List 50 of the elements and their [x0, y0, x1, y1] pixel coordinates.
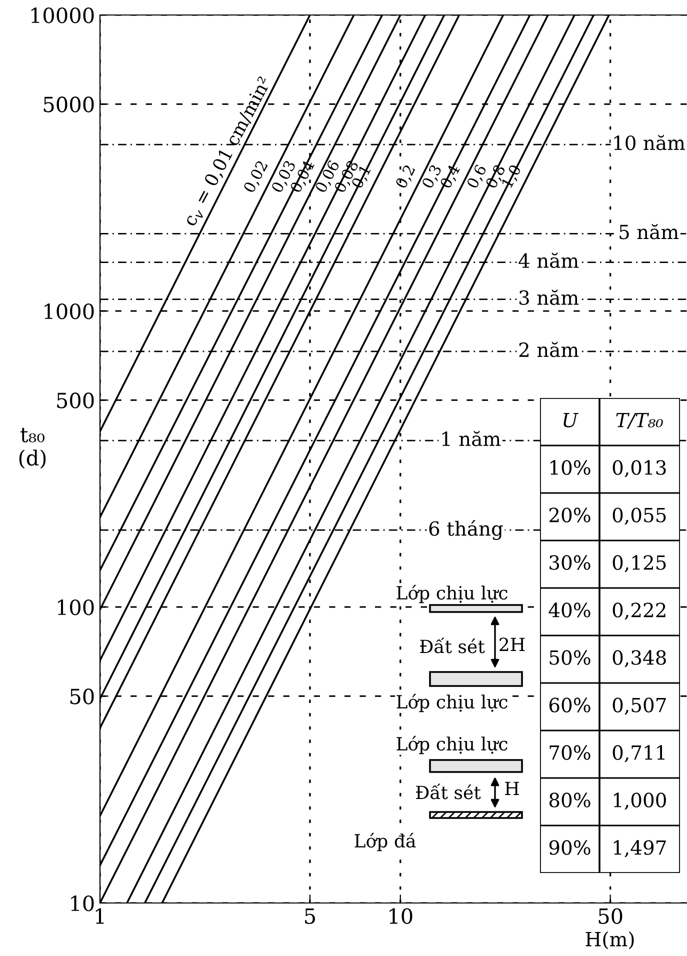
y-tick-label: 10	[71, 895, 94, 912]
annotation: 0,507	[612, 698, 666, 715]
ref-line-label: 2 năm	[519, 342, 579, 358]
y-tick-label: 1000	[44, 303, 94, 320]
ref-line-label: 10 năm	[614, 134, 685, 150]
y-tick-label: 5000	[44, 96, 94, 112]
annotation: Lớp chịu lực	[396, 736, 508, 754]
y-axis-title: t₈₀ (d)	[19, 428, 46, 469]
y-tick-label: 10000	[31, 7, 94, 24]
annotation: 30%	[550, 555, 590, 570]
annotation: 0,222	[612, 602, 666, 620]
annotation: Đất sét	[416, 784, 481, 800]
annotation: T/T₈₀	[616, 412, 663, 429]
x-tick-label: 1	[96, 908, 104, 924]
annotation: Lớp chịu lực	[396, 584, 508, 604]
x-tick-label: 50	[598, 908, 622, 924]
annotation: 1,000	[614, 792, 666, 810]
annotation: Đất sét	[420, 638, 485, 654]
annotation: H	[505, 782, 519, 795]
y-tick-label: 500	[57, 392, 94, 408]
annotation: 10%	[550, 460, 590, 475]
annotation: 0,055	[612, 508, 666, 525]
annotation: 20%	[549, 508, 590, 522]
y-tick-label: 100	[58, 599, 94, 616]
annotation: 50%	[550, 650, 590, 665]
annotation: 0,125	[612, 555, 666, 572]
annotation: 70%	[550, 745, 590, 760]
annotation: 0,013	[612, 460, 666, 478]
text: 0,02	[242, 160, 270, 194]
text: 0,2	[394, 164, 417, 190]
ref-line-label: 1 năm	[442, 430, 501, 446]
annotation: 60%	[549, 698, 590, 712]
annotation: 0,711	[612, 745, 664, 762]
ref-line-label: 6 tháng	[429, 520, 503, 540]
ref-line-label: 3 năm	[519, 290, 579, 305]
annotation: 80%	[549, 792, 590, 808]
annotation: Lớp đá	[354, 832, 416, 852]
x-tick-label: 5	[305, 908, 315, 924]
y-tick-label: 50	[70, 688, 94, 704]
annotation: 90%	[549, 840, 590, 855]
annotation: 0,348	[612, 650, 666, 668]
annotation: 40%	[548, 602, 590, 618]
annotation: 2H	[500, 638, 525, 651]
x-tick-label: 10	[390, 908, 412, 924]
annotation: 1,497	[614, 840, 666, 858]
x-axis-title: H(m)	[586, 931, 634, 950]
ref-line-label: 4 năm	[518, 252, 579, 268]
ref-line-label: 5 năm	[620, 224, 679, 240]
annotation: U	[564, 412, 578, 428]
annotation: Lớp chịu lực	[396, 694, 508, 712]
